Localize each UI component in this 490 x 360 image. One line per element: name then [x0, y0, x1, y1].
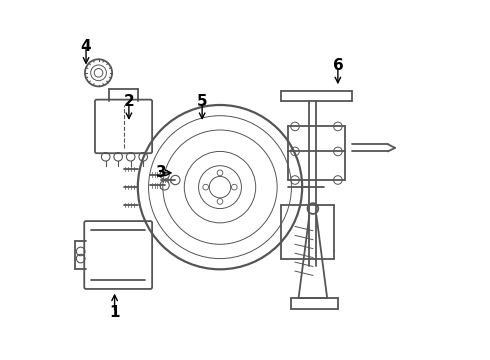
Text: 3: 3 — [156, 165, 167, 180]
Text: 5: 5 — [197, 94, 207, 109]
Text: 6: 6 — [333, 58, 343, 73]
Text: 2: 2 — [123, 94, 134, 109]
Text: 4: 4 — [81, 39, 91, 54]
Text: 1: 1 — [109, 305, 120, 320]
